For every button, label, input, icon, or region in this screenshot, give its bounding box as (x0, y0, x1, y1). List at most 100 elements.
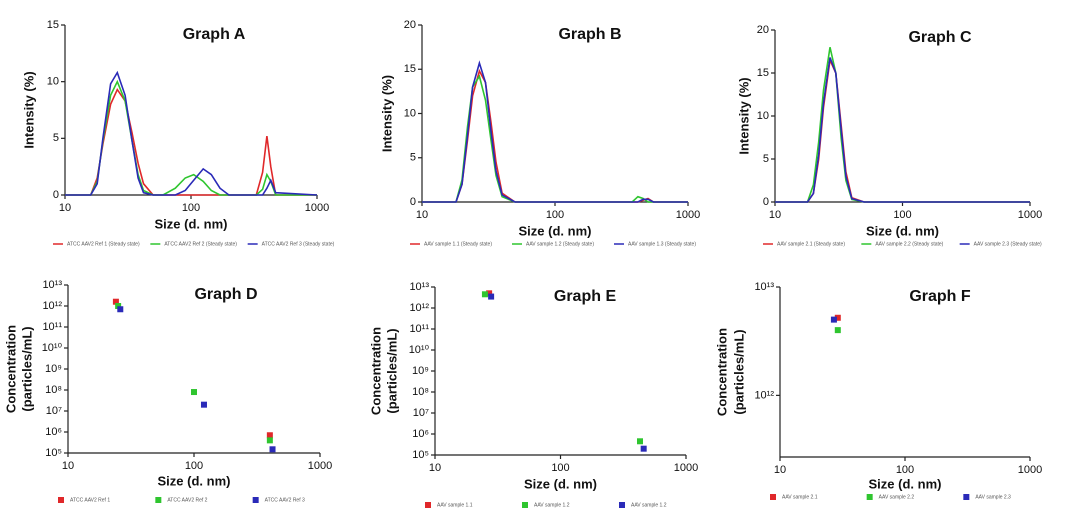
x-axis-label: Size (d. nm) (869, 476, 942, 491)
y-tick-label: 10¹³ (754, 281, 774, 293)
x-tick-label: 100 (551, 462, 569, 474)
legend-label: ATCC AAV2 Ref 2 (167, 497, 207, 503)
y-tick-label: 5 (763, 153, 769, 165)
x-axis-label: Size (d. nm) (158, 473, 231, 488)
chart-title: Graph E (554, 288, 617, 305)
x-axis-label: Size (d. nm) (155, 216, 228, 231)
legend-label: AAV sample 2.3 (975, 494, 1011, 500)
y-axis-label: Intensity (%) (21, 71, 36, 148)
y-axis-label: Intensity (%) (736, 77, 751, 154)
legend-label: AAV sample 2.2 (Steady state) (875, 241, 943, 247)
x-axis-label: Size (d. nm) (519, 223, 592, 238)
y-tick-label: 10⁹ (45, 363, 62, 375)
y-tick-label: 10¹⁰ (409, 344, 430, 356)
y-tick-label: 10¹⁰ (42, 342, 63, 354)
point (481, 291, 488, 298)
point (191, 389, 197, 396)
y-tick-label: 10 (47, 76, 59, 88)
series-line (422, 60, 688, 203)
y-tick-label: 10¹² (754, 389, 774, 401)
y-tick-label: 10¹² (409, 302, 429, 314)
x-tick-label: 1000 (308, 460, 332, 472)
legend-swatch (522, 502, 528, 508)
point (115, 303, 122, 309)
point (640, 445, 647, 452)
y-tick-label: 10⁶ (45, 426, 62, 438)
y-tick-label: 10¹³ (409, 281, 429, 293)
y-axis-label: Concentration (3, 325, 18, 413)
x-tick-label: 10 (416, 209, 428, 221)
x-tick-label: 1000 (1018, 209, 1042, 221)
legend-label: AAV sample 1.1 (437, 502, 473, 508)
point (830, 316, 837, 323)
y-tick-label: 0 (410, 196, 416, 208)
x-tick-label: 100 (182, 202, 200, 214)
chart-title: Graph A (183, 26, 246, 43)
point (486, 290, 493, 297)
series-line (775, 57, 1030, 203)
x-tick-label: 10 (62, 460, 74, 472)
legend-label: ATCC AAV2 Ref 3 (265, 497, 305, 503)
point (200, 401, 207, 408)
series-line (775, 47, 1030, 203)
series-line (65, 79, 317, 196)
legend-label: AAV sample 2.1 (Steady state) (777, 241, 845, 247)
x-tick-label: 1000 (305, 202, 329, 214)
y-tick-label: 5 (53, 132, 59, 144)
y-axis-label: (particles/mL) (19, 326, 34, 411)
y-axis-label: Concentration (368, 327, 383, 415)
legend-swatch (58, 497, 64, 503)
legend-swatch (770, 494, 776, 500)
series-line (65, 70, 318, 196)
chart-title: Graph D (194, 286, 257, 303)
y-tick-label: 20 (404, 19, 416, 31)
y-axis-label: (particles/mL) (384, 328, 399, 413)
y-tick-label: 15 (757, 67, 769, 79)
y-tick-label: 10⁷ (46, 405, 62, 417)
legend-label: AAV sample 1.1 (Steady state) (424, 241, 492, 247)
point (269, 446, 276, 453)
legend-label: ATCC AAV2 Ref 1 (70, 497, 110, 503)
x-tick-label: 1000 (674, 462, 698, 474)
y-tick-label: 10 (404, 107, 416, 119)
point (834, 314, 841, 321)
y-tick-label: 10¹¹ (42, 321, 62, 333)
chart-title: Graph F (909, 288, 971, 305)
x-tick-label: 10 (774, 464, 786, 476)
y-axis-label: Concentration (714, 328, 729, 416)
x-tick-label: 100 (893, 209, 911, 221)
legend-swatch (252, 497, 259, 503)
x-tick-label: 100 (185, 460, 203, 472)
legend-label: ATCC AAV2 Ref 3 (Steady state) (262, 241, 335, 247)
y-tick-label: 10⁶ (412, 428, 429, 440)
legend-swatch (866, 494, 873, 500)
x-tick-label: 100 (546, 209, 564, 221)
x-tick-label: 1000 (676, 209, 700, 221)
point (266, 437, 273, 444)
y-tick-label: 10⁸ (45, 384, 62, 396)
y-tick-label: 10⁸ (412, 386, 429, 398)
x-tick-label: 10 (59, 202, 71, 214)
chart-title: Graph C (908, 29, 972, 46)
x-tick-label: 10 (769, 209, 781, 221)
x-axis-label: Size (d. nm) (524, 476, 597, 491)
y-tick-label: 0 (53, 189, 59, 201)
point (637, 438, 644, 445)
legend-label: ATCC AAV2 Ref 2 (Steady state) (164, 241, 237, 247)
y-tick-label: 10¹³ (42, 279, 62, 291)
y-tick-label: 0 (763, 196, 769, 208)
point (266, 432, 273, 439)
y-tick-label: 20 (757, 24, 769, 36)
legend-label: AAV sample 2.1 (782, 494, 818, 500)
x-tick-label: 1000 (1018, 464, 1042, 476)
y-tick-label: 15 (404, 63, 416, 75)
x-axis-label: Size (d. nm) (866, 223, 939, 238)
y-tick-label: 15 (47, 19, 59, 31)
y-tick-label: 10⁷ (413, 407, 429, 419)
y-tick-label: 10⁹ (412, 365, 429, 377)
chart-title: Graph B (558, 26, 621, 43)
y-axis-label: Intensity (%) (379, 75, 394, 152)
point (834, 327, 841, 334)
y-axis-label: (particles/mL) (731, 329, 746, 414)
